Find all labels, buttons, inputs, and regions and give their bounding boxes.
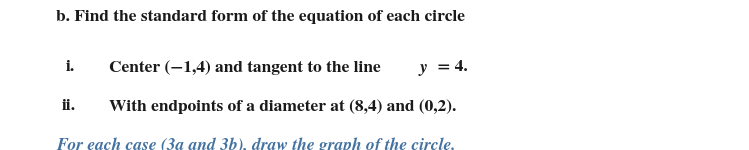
Text: ii.: ii. [61, 99, 76, 113]
Text: y: y [419, 60, 427, 76]
Text: i.: i. [66, 60, 75, 74]
Text: For each case (3a and 3b), draw the graph of the circle.: For each case (3a and 3b), draw the grap… [56, 138, 456, 150]
Text: = 4.: = 4. [433, 60, 467, 74]
Text: b. Find the standard form of the equation of each circle: b. Find the standard form of the equatio… [56, 11, 465, 24]
Text: Center (−1,4) and tangent to the line: Center (−1,4) and tangent to the line [109, 60, 385, 75]
Text: With endpoints of a diameter at (8,4) and (0,2).: With endpoints of a diameter at (8,4) an… [109, 99, 456, 114]
